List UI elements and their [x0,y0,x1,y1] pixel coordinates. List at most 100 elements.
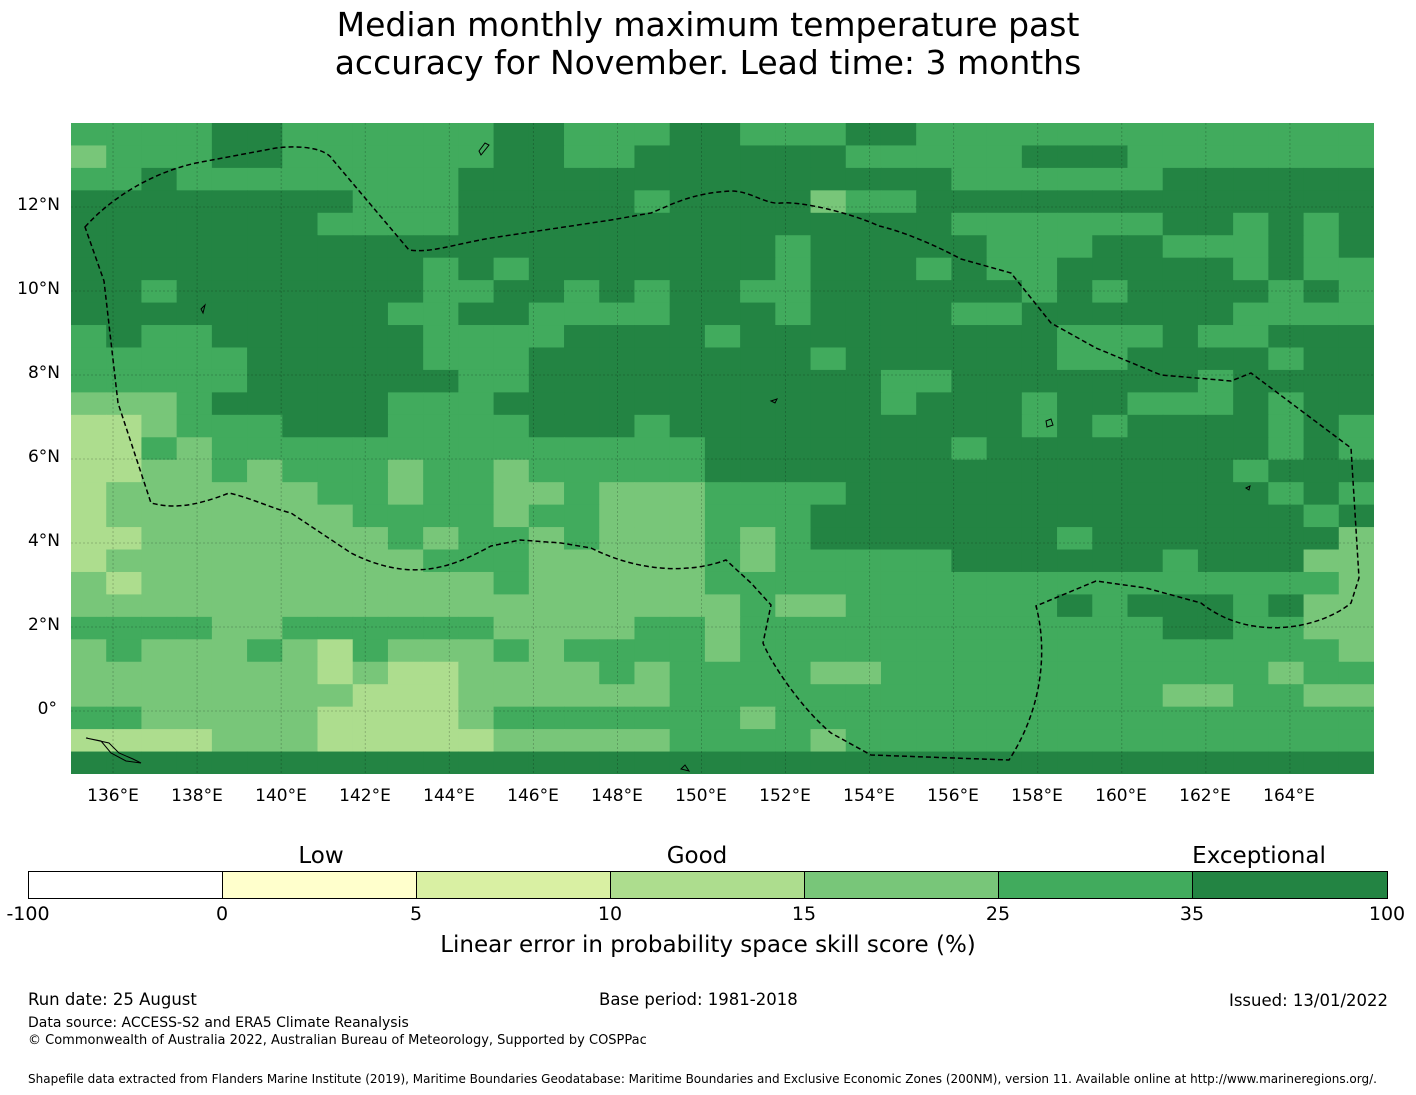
map-cell [211,302,248,326]
map-cell [634,459,671,483]
map-cell [599,369,636,393]
map-cell [880,212,917,236]
map-cell [141,504,178,528]
map-cell [493,729,530,753]
map-cell [282,504,319,528]
legend-category-low: Low [298,843,344,869]
map-cell [775,190,812,214]
map-cell [1021,123,1058,147]
map-cell [740,347,776,371]
map-cell [951,616,988,640]
map-cell [528,459,565,483]
map-cell [669,459,706,483]
map-cell [211,414,248,438]
colorbar-tick-10: 10 [597,903,623,925]
map-cell [1092,369,1129,393]
map-cell [634,549,671,573]
map-cell [1021,369,1058,393]
map-cell [247,504,283,528]
map-cell [211,257,248,281]
map-cell [916,369,953,393]
map-cell [106,482,143,506]
map-cell [775,684,812,708]
map-cell [423,639,459,663]
lon-label-140e: 140°E [255,786,307,806]
map-cell [810,212,847,236]
map-cell [1092,414,1129,438]
map-cell [916,280,953,304]
map-cell [1057,684,1093,708]
map-cell [880,167,917,191]
map-cell [458,527,495,551]
map-cell [423,459,459,483]
map-cell [564,123,600,147]
map-cell [1127,571,1164,596]
map-cell [458,369,495,393]
map-cell [1021,616,1058,640]
map-cell [845,549,882,573]
map-cell [247,325,283,349]
map-cell [71,325,107,349]
map-cell [1092,280,1129,304]
map-cell [458,392,495,416]
map-cell [845,369,882,393]
map-cell [493,751,530,774]
skill-map[interactable] [71,123,1374,774]
map-cell [1303,437,1340,461]
map-cell [1268,145,1305,169]
map-cell [352,504,389,528]
map-cell [352,414,389,438]
map-cell [634,392,671,416]
map-cell [669,190,706,214]
map-cell [775,212,812,236]
map-cell [71,235,107,259]
map-cell [211,706,248,730]
map-cell [1092,639,1129,663]
map-cell [986,571,1023,596]
map-cell [845,235,882,259]
map-cell [528,280,565,304]
map-cell [387,706,424,730]
map-cell [986,527,1023,551]
map-cell [810,684,847,708]
map-cell [564,504,600,528]
map-cell [916,684,953,708]
map-cell [211,212,248,236]
map-cell [1268,751,1305,774]
map-cell [352,437,389,461]
lon-label-148e: 148°E [591,786,643,806]
map-cell [1233,437,1269,461]
map-cell [599,280,636,304]
map-cell [282,414,319,438]
map-cell [634,212,671,236]
map-cell [1268,190,1305,214]
map-cell [1092,527,1129,551]
map-cell [317,369,354,393]
map-cell [387,684,424,708]
map-cell [1268,347,1305,371]
map-cell [211,123,248,147]
map-cell [1092,661,1129,685]
map-cell [317,145,354,169]
map-cell [176,190,213,214]
map-cell [951,706,988,730]
map-cell [1021,594,1058,618]
map-cell [387,280,424,304]
map-cell [1021,437,1058,461]
map-cell [634,751,671,774]
map-cell [740,212,776,236]
map-cell [1197,639,1234,663]
map-cell [669,729,706,753]
map-cell [1303,167,1340,191]
map-cell [528,661,565,685]
map-cell [458,167,495,191]
map-cell [176,527,213,551]
map-cell [1127,212,1164,236]
map-cell [1233,190,1269,214]
map-cell [247,167,283,191]
map-cell [493,437,530,461]
map-cell [528,347,565,371]
map-cell [1338,257,1374,281]
map-cell [740,414,776,438]
map-cell [810,347,847,371]
